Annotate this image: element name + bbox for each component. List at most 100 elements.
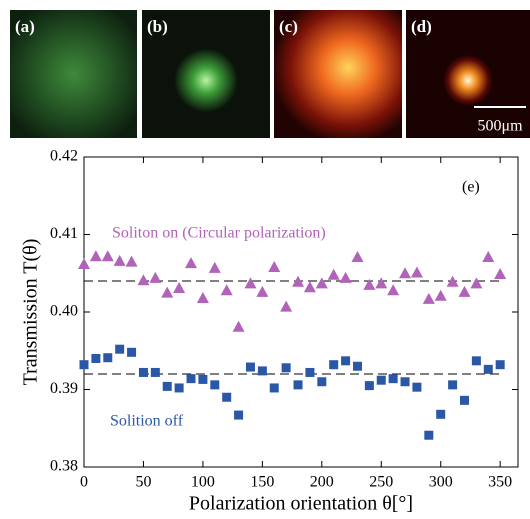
- triangle-marker: [113, 254, 126, 266]
- square-marker: [471, 356, 481, 366]
- triangle-marker: [315, 277, 328, 289]
- y-tick-label: 0.41: [50, 225, 78, 242]
- series-label: Solition off: [110, 413, 184, 430]
- triangle-marker: [387, 284, 400, 296]
- triangle-marker: [470, 277, 483, 289]
- y-tick-label: 0.40: [50, 303, 78, 320]
- x-tick-label: 150: [250, 474, 274, 491]
- x-tick-label: 300: [429, 474, 453, 491]
- panel-label: (d): [411, 17, 432, 36]
- square-marker: [341, 356, 351, 366]
- panel-label: (b): [147, 17, 168, 36]
- triangle-marker: [446, 275, 459, 287]
- square-marker: [127, 347, 137, 357]
- square-marker: [186, 374, 196, 384]
- triangle-marker: [173, 281, 186, 293]
- triangle-marker: [399, 267, 412, 279]
- triangle-marker: [149, 271, 162, 283]
- square-marker: [483, 364, 493, 374]
- square-marker: [388, 374, 398, 384]
- x-tick-label: 200: [310, 474, 334, 491]
- triangle-marker: [339, 271, 352, 283]
- triangle-marker: [161, 286, 174, 298]
- square-marker: [352, 361, 362, 371]
- image-a: [10, 10, 137, 138]
- square-marker: [115, 344, 125, 354]
- triangle-marker: [458, 285, 471, 297]
- x-tick-label: 100: [191, 474, 215, 491]
- square-marker: [459, 395, 469, 405]
- square-marker: [305, 367, 315, 377]
- triangle-marker: [422, 292, 435, 304]
- triangle-marker: [494, 268, 507, 280]
- square-marker: [400, 377, 410, 387]
- square-marker: [210, 380, 220, 390]
- triangle-marker: [351, 250, 364, 262]
- triangle-marker: [208, 261, 221, 273]
- triangle-marker: [292, 275, 305, 287]
- square-marker: [245, 362, 255, 372]
- triangle-marker: [280, 300, 293, 312]
- triangle-marker: [482, 250, 495, 262]
- square-marker: [364, 381, 374, 391]
- y-axis-label: Transmission T(θ): [20, 239, 42, 386]
- square-marker: [222, 392, 232, 402]
- triangle-marker: [232, 320, 245, 332]
- y-tick-label: 0.38: [50, 458, 78, 475]
- panel-label: (e): [462, 179, 480, 196]
- panel-label: (c): [279, 17, 298, 36]
- triangle-marker: [363, 278, 376, 290]
- triangle-marker: [89, 250, 102, 262]
- triangle-marker: [101, 250, 114, 262]
- plot: 0 50 100 150 200 250 300 350 0.38 0.39 0.40 0.41 0.4…: [20, 148, 519, 515]
- square-marker: [91, 354, 101, 363]
- y-tick-label: 0.42: [50, 148, 78, 165]
- triangle-marker: [78, 257, 90, 269]
- triangle-marker: [375, 277, 388, 289]
- panel-label: (a): [15, 17, 35, 36]
- scale-bar-label: 500μm: [477, 118, 523, 135]
- x-tick-label: 50: [135, 474, 151, 491]
- triangle-marker: [256, 285, 269, 297]
- x-tick-label: 350: [488, 474, 512, 491]
- triangle-marker: [268, 261, 281, 273]
- square-marker: [376, 375, 386, 385]
- image-d: [406, 10, 530, 138]
- triangle-marker: [244, 277, 257, 289]
- square-marker: [162, 381, 172, 391]
- square-marker: [412, 382, 422, 392]
- square-marker: [150, 367, 160, 377]
- square-marker: [448, 380, 458, 390]
- triangle-marker: [137, 274, 150, 286]
- triangle-marker: [125, 255, 138, 267]
- square-marker: [293, 380, 303, 390]
- triangle-marker: [303, 281, 316, 293]
- square-marker: [234, 410, 244, 420]
- square-marker: [138, 367, 148, 377]
- triangle-marker: [434, 289, 447, 301]
- square-marker: [281, 363, 291, 373]
- square-marker: [269, 383, 279, 393]
- x-axis-label: Polarization orientation θ[°]: [189, 493, 413, 515]
- square-marker: [79, 360, 89, 370]
- image-c: [274, 10, 402, 138]
- square-marker: [317, 377, 327, 387]
- y-tick-label: 0.39: [50, 380, 78, 397]
- square-marker: [103, 353, 113, 363]
- triangle-marker: [185, 257, 198, 269]
- x-tick-label: 250: [369, 474, 393, 491]
- square-marker: [436, 409, 446, 419]
- square-marker: [424, 430, 434, 440]
- image-b: [142, 10, 270, 138]
- square-marker: [329, 360, 339, 370]
- triangle-marker: [220, 284, 233, 296]
- triangle-marker: [410, 266, 423, 278]
- x-tick-label: 0: [80, 474, 88, 491]
- square-marker: [174, 383, 184, 393]
- series-label: Soliton on (Circular polarization): [112, 225, 326, 242]
- square-marker: [495, 360, 505, 370]
- square-marker: [198, 374, 208, 384]
- triangle-marker: [196, 292, 209, 304]
